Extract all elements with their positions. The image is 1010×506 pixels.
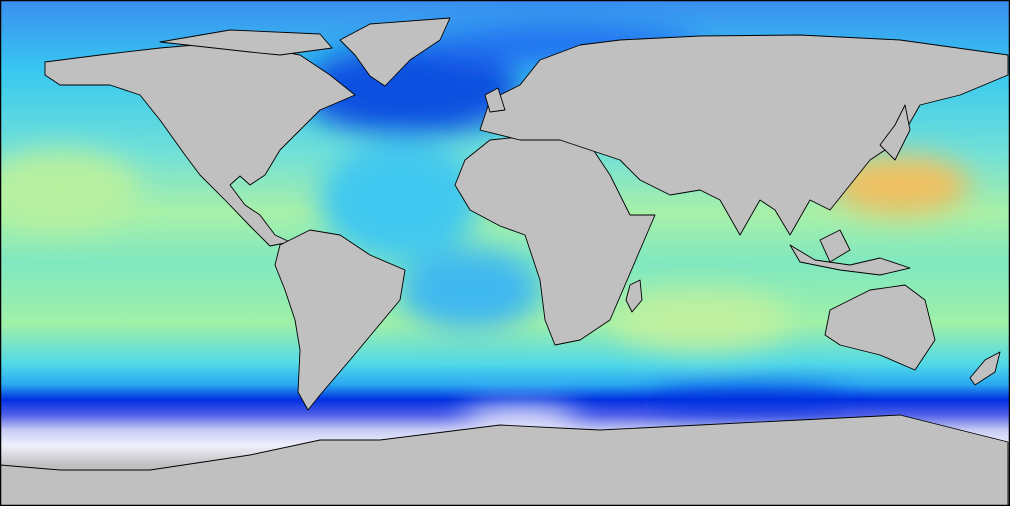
landmasses bbox=[0, 17, 1009, 506]
eurasia bbox=[479, 34, 1009, 236]
british-isles bbox=[484, 87, 506, 113]
new-zealand bbox=[969, 351, 1001, 386]
indonesia bbox=[789, 244, 911, 276]
north-america bbox=[44, 41, 356, 247]
madagascar bbox=[625, 279, 643, 313]
borneo bbox=[819, 229, 851, 263]
japan bbox=[879, 104, 911, 161]
antarctica bbox=[0, 414, 1009, 506]
arctic-islands bbox=[159, 29, 333, 56]
australia bbox=[824, 284, 936, 371]
greenland bbox=[339, 17, 451, 87]
ocean-patches bbox=[0, 25, 970, 432]
south-america bbox=[274, 229, 406, 411]
